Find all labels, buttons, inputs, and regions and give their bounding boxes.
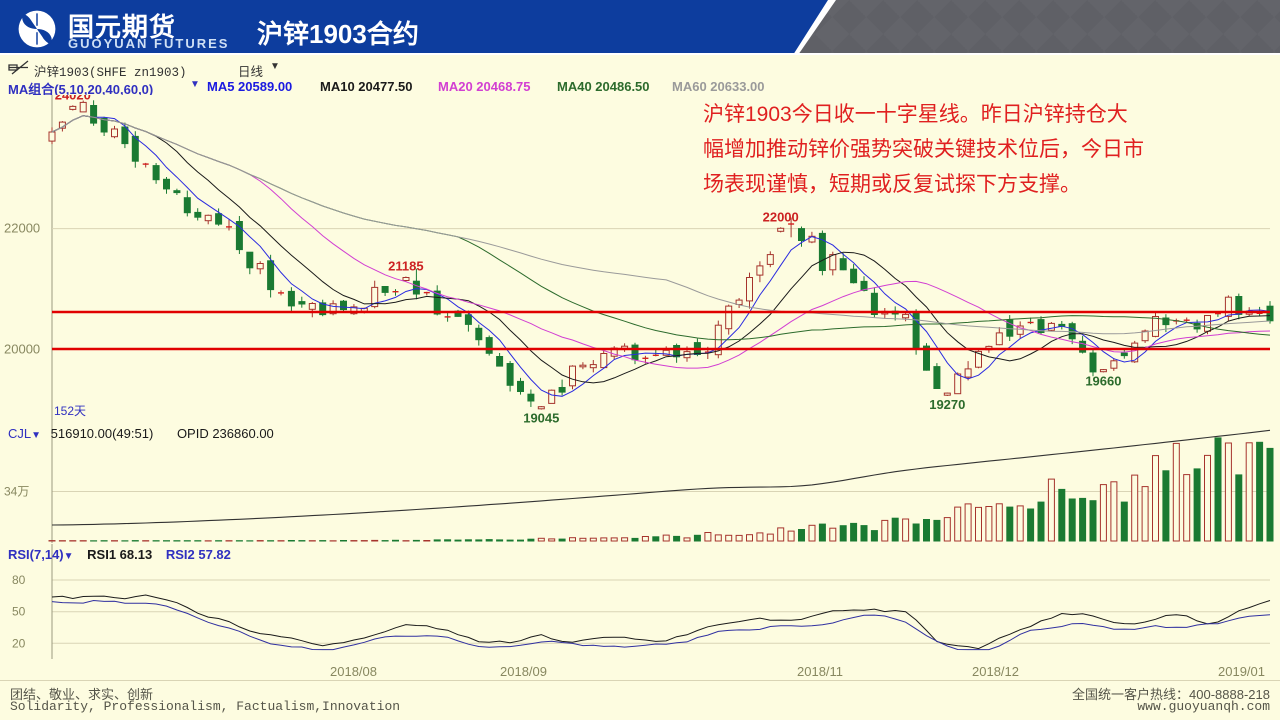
svg-text:19045: 19045 — [523, 411, 559, 423]
svg-text:152天: 152天 — [54, 404, 86, 418]
svg-text:19660: 19660 — [1085, 373, 1121, 388]
svg-text:21185: 21185 — [388, 259, 423, 274]
svg-text:50: 50 — [12, 605, 26, 619]
svg-text:80: 80 — [12, 573, 26, 587]
svg-text:19270: 19270 — [929, 397, 965, 412]
svg-text:22000: 22000 — [4, 221, 40, 236]
svg-text:20: 20 — [12, 636, 26, 650]
svg-text:22000: 22000 — [763, 209, 799, 224]
svg-text:20000: 20000 — [4, 341, 40, 356]
svg-text:34万: 34万 — [4, 485, 29, 499]
svg-text:24020: 24020 — [55, 95, 91, 102]
